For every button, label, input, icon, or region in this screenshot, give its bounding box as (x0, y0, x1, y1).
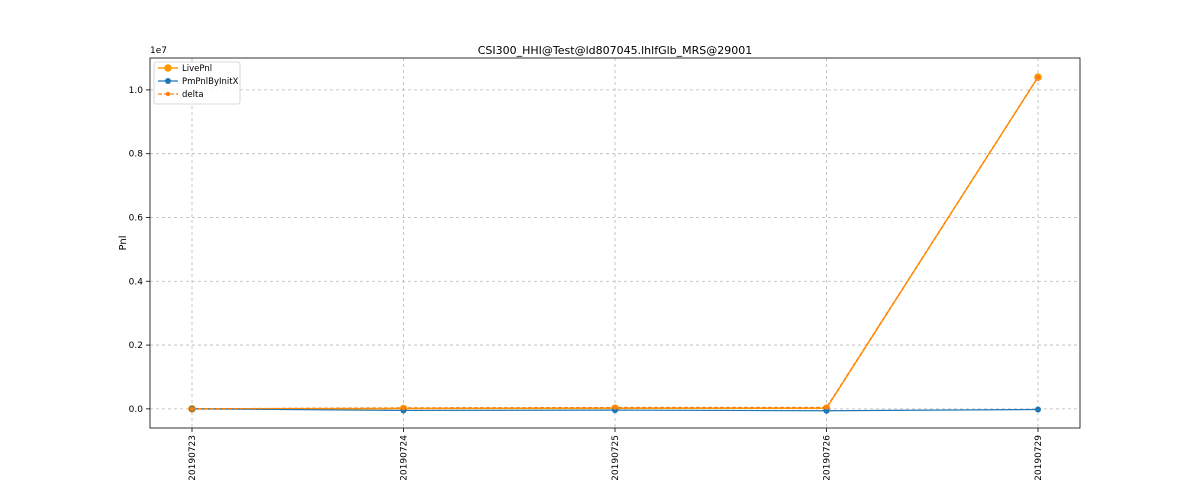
x-tick-label: 20190726 (823, 435, 833, 480)
y-tick-label: 1.0 (129, 86, 144, 96)
x-tick-label: 20190725 (611, 435, 621, 480)
y-tick-label: 0.8 (129, 150, 144, 160)
data-point (401, 405, 406, 411)
legend-label: LivePnl (182, 64, 212, 74)
legend-swatch-marker (165, 78, 171, 84)
y-offset-label: 1e7 (150, 46, 167, 56)
legend-item: PmPnlByInitX (158, 77, 239, 87)
y-axis: 0.0 0.2 0.4 0.6 0.8 1.0 (129, 86, 150, 415)
data-point (1035, 406, 1041, 413)
series-delta (189, 74, 1041, 412)
x-axis: 20190723 20190724 20190725 20190726 20190729 (188, 428, 1044, 481)
data-point (823, 407, 830, 414)
legend-item: delta (158, 90, 204, 100)
legend-box (153, 61, 241, 105)
legend-swatch-marker (164, 64, 172, 72)
chart-title: CSI300_HHI@Test@ld807045.lhlfGlb_MRS@290… (478, 44, 753, 57)
legend-item: LivePnl (158, 64, 212, 74)
y-tick-label: 0.6 (129, 213, 144, 223)
data-point (189, 406, 195, 412)
y-tick-label: 0.4 (129, 277, 144, 287)
legend-label: PmPnlByInitX (182, 77, 239, 87)
y-tick-label: 0.2 (129, 341, 143, 351)
x-tick-label: 20190724 (400, 435, 410, 480)
x-tick-label: 20190729 (1034, 435, 1044, 480)
y-tick-label: 0.0 (129, 405, 144, 415)
series-layer (188, 73, 1042, 414)
data-point (1035, 74, 1041, 80)
legend-label: delta (182, 90, 204, 100)
data-point (612, 405, 618, 410)
data-point (824, 405, 829, 410)
legend-swatch-marker (165, 91, 171, 97)
x-tick-label: 20190723 (188, 435, 198, 480)
y-axis-label: Pnl (118, 236, 129, 251)
grid (150, 58, 1080, 428)
legend-items: LivePnl PmPnlByInitX delta (158, 64, 239, 100)
legend: LivePnl PmPnlByInitX delta (153, 61, 241, 105)
